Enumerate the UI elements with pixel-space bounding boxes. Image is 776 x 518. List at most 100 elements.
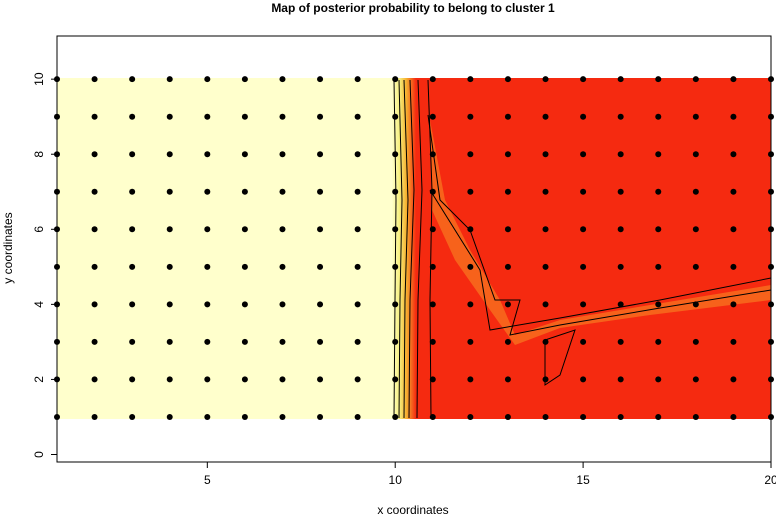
point xyxy=(279,376,286,383)
point xyxy=(730,413,737,420)
point xyxy=(54,376,60,383)
point xyxy=(241,188,248,195)
point xyxy=(91,76,98,83)
point xyxy=(354,188,361,195)
point xyxy=(354,338,361,345)
point xyxy=(317,151,324,158)
point xyxy=(429,226,436,233)
point xyxy=(504,413,511,420)
point xyxy=(392,226,399,233)
point xyxy=(354,413,361,420)
point xyxy=(204,301,211,308)
point xyxy=(730,226,737,233)
point xyxy=(617,151,624,158)
point xyxy=(655,188,662,195)
point xyxy=(279,113,286,120)
point xyxy=(91,226,98,233)
point xyxy=(542,301,549,308)
point xyxy=(129,376,136,383)
point xyxy=(504,376,511,383)
point xyxy=(317,188,324,195)
point xyxy=(692,413,699,420)
point xyxy=(692,76,699,83)
point xyxy=(317,413,324,420)
point xyxy=(392,188,399,195)
point xyxy=(580,151,587,158)
point xyxy=(91,413,98,420)
point xyxy=(429,76,436,83)
point xyxy=(129,113,136,120)
point xyxy=(467,151,474,158)
point xyxy=(54,226,60,233)
point xyxy=(467,376,474,383)
point xyxy=(655,226,662,233)
point xyxy=(166,338,173,345)
point xyxy=(54,301,60,308)
point xyxy=(91,338,98,345)
point xyxy=(730,301,737,308)
point xyxy=(542,76,549,83)
point xyxy=(617,76,624,83)
point xyxy=(768,113,774,120)
point xyxy=(617,413,624,420)
point xyxy=(429,376,436,383)
probability-map xyxy=(57,78,771,419)
point xyxy=(692,376,699,383)
point xyxy=(354,113,361,120)
point xyxy=(129,76,136,83)
y-tick-label: 2 xyxy=(32,376,46,383)
point xyxy=(542,376,549,383)
point xyxy=(504,113,511,120)
point xyxy=(580,376,587,383)
point xyxy=(354,151,361,158)
point xyxy=(204,188,211,195)
point xyxy=(580,413,587,420)
x-tick-label: 5 xyxy=(204,473,211,487)
point xyxy=(279,338,286,345)
point xyxy=(467,226,474,233)
contour-lines xyxy=(393,79,772,419)
point xyxy=(166,151,173,158)
chart-title: Map of posterior probability to belong t… xyxy=(271,1,555,15)
point xyxy=(504,188,511,195)
point xyxy=(542,188,549,195)
point xyxy=(429,301,436,308)
point xyxy=(166,188,173,195)
point xyxy=(129,413,136,420)
point xyxy=(392,76,399,83)
point xyxy=(392,263,399,270)
point xyxy=(204,151,211,158)
point xyxy=(166,376,173,383)
point xyxy=(580,263,587,270)
point xyxy=(204,113,211,120)
point xyxy=(617,376,624,383)
point xyxy=(692,188,699,195)
point xyxy=(392,301,399,308)
point xyxy=(768,263,774,270)
y-tick-label: 4 xyxy=(32,301,46,308)
point xyxy=(467,113,474,120)
point xyxy=(91,188,98,195)
point xyxy=(580,76,587,83)
point xyxy=(467,263,474,270)
point xyxy=(354,263,361,270)
point xyxy=(204,226,211,233)
point xyxy=(204,376,211,383)
point xyxy=(241,338,248,345)
point xyxy=(580,338,587,345)
x-tick-label: 10 xyxy=(389,473,403,487)
point xyxy=(317,113,324,120)
point xyxy=(504,263,511,270)
point xyxy=(692,338,699,345)
point xyxy=(692,263,699,270)
point xyxy=(617,113,624,120)
point xyxy=(768,376,774,383)
point xyxy=(504,226,511,233)
point xyxy=(429,188,436,195)
point xyxy=(504,151,511,158)
point xyxy=(241,76,248,83)
point xyxy=(429,338,436,345)
point xyxy=(467,413,474,420)
point xyxy=(91,151,98,158)
x-tick-label: 15 xyxy=(576,473,590,487)
